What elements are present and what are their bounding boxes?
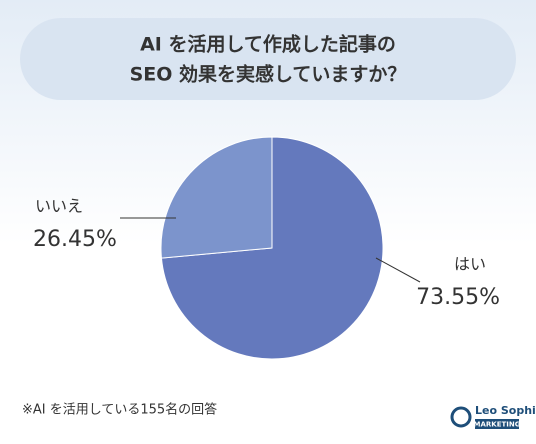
value-label: 73.55% [416,285,500,310]
title-pill [20,18,516,100]
value-label: 26.45% [33,227,117,252]
logo-band [475,419,519,429]
pie-slice [160,136,273,259]
slice-label: はい [454,255,486,274]
slice-label: いいえ [35,197,83,216]
logo-icon [450,406,472,428]
logo-tagline: MARKETING [474,421,521,429]
logo-name: Leo Sophia [475,404,536,417]
chart-title: SEO 効果を実感していますか？ [130,63,407,86]
pie [160,136,384,360]
chart-title: AI を活用して作成した記事の [140,33,396,56]
footnote: ※AI を活用している155名の回答 [22,402,217,418]
leader-line [375,257,421,283]
